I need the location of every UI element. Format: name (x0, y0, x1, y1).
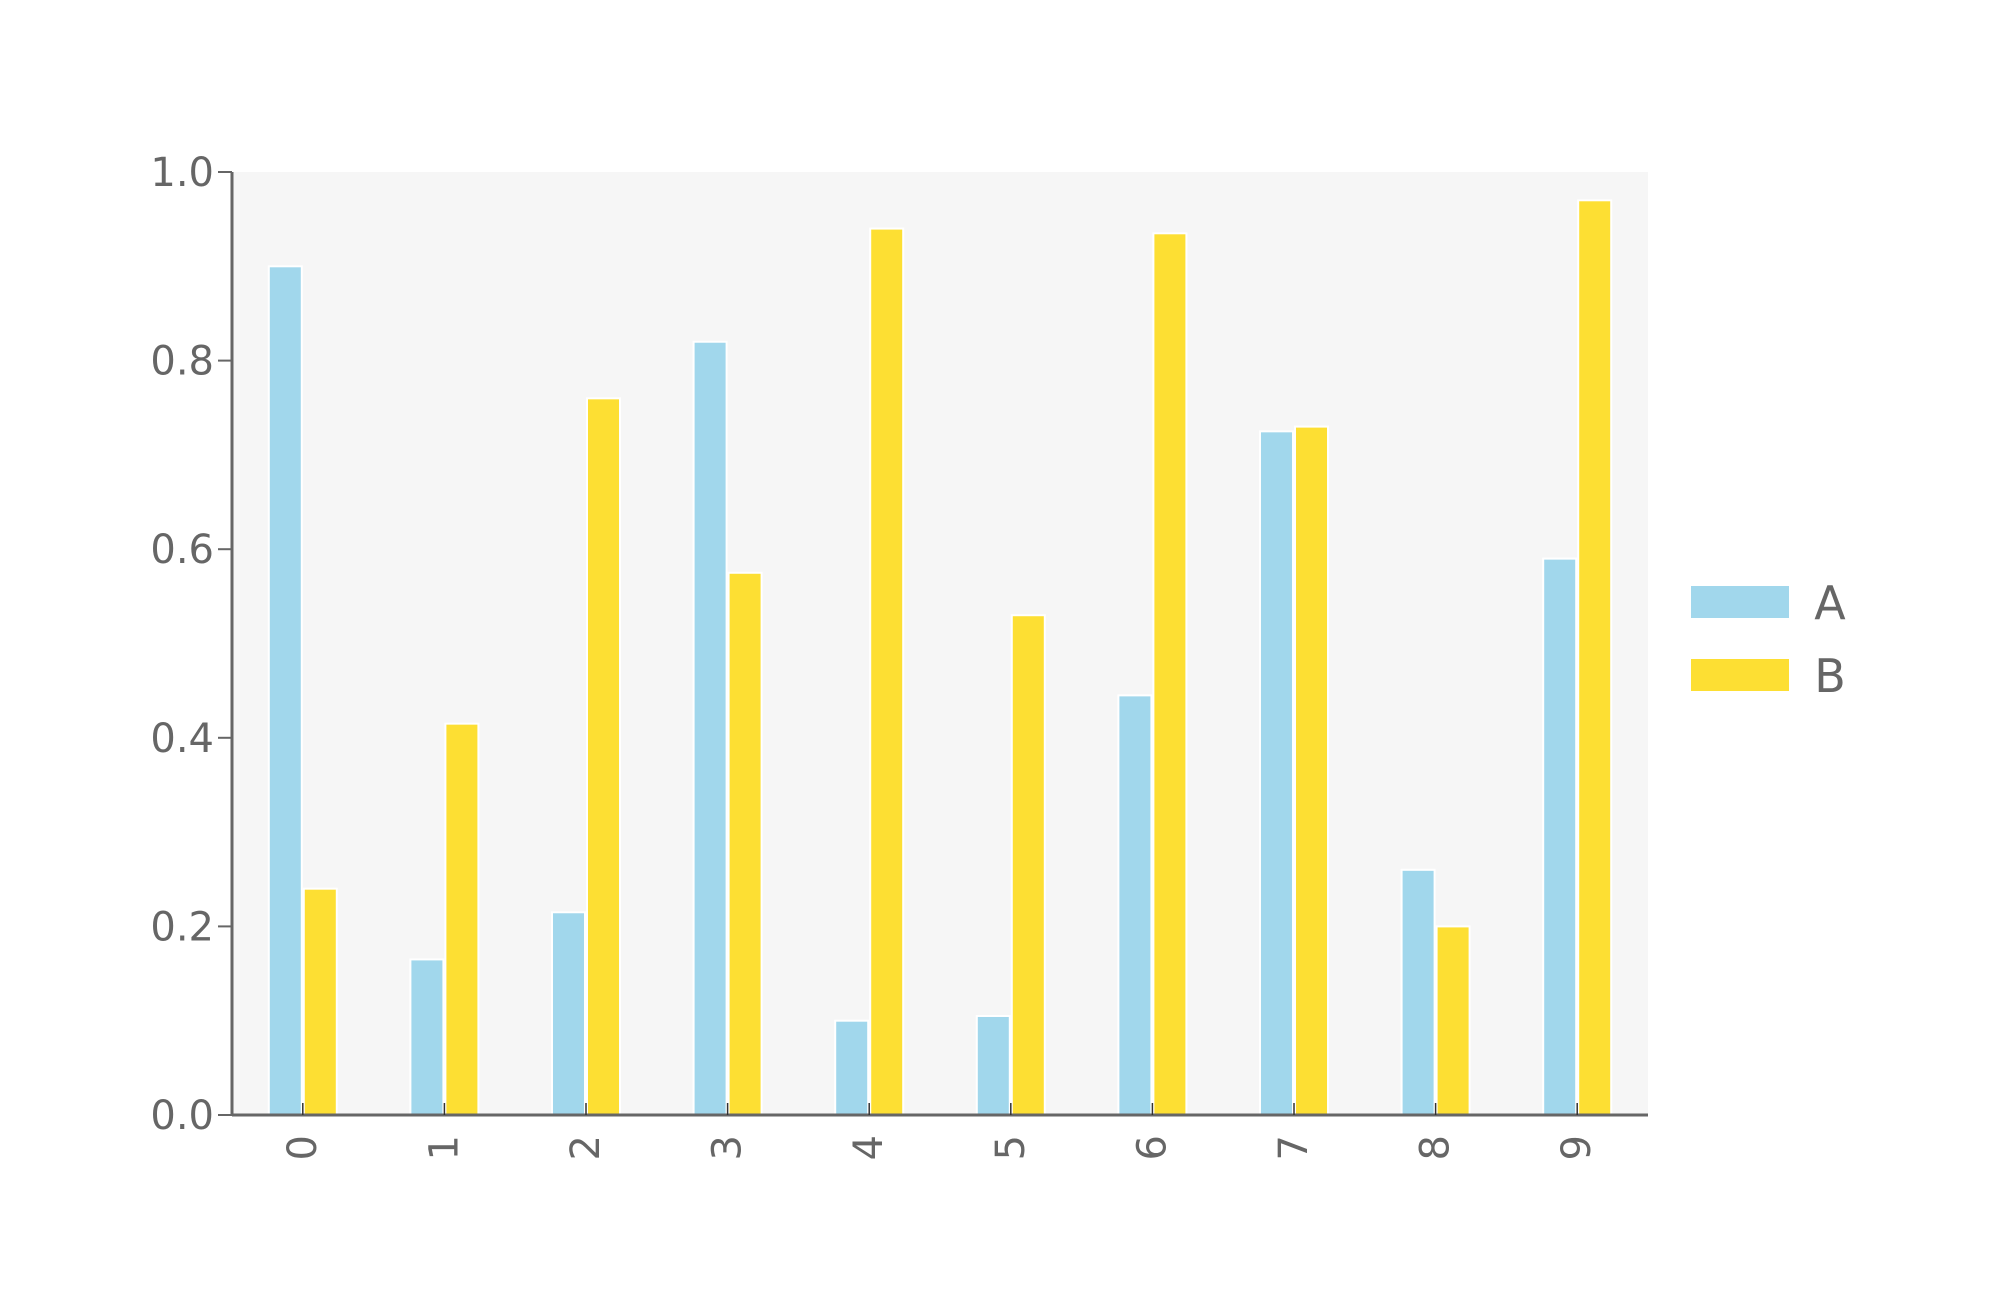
y-tick-label: 0.0 (150, 1093, 214, 1139)
bar-A-0 (267, 265, 303, 1116)
bar-B-2 (586, 397, 621, 1116)
legend-label-A: A (1814, 576, 1846, 630)
x-tick-label: 4 (846, 1135, 892, 1160)
y-tick-label: 0.6 (150, 527, 214, 573)
bar-A-7 (1259, 430, 1294, 1116)
x-tick-label: 1 (421, 1135, 467, 1160)
bar-A-1 (409, 958, 445, 1117)
axes-group: 0.0 0.2 0.4 0.6 0.8 1.0 0 1 2 3 4 5 6 7 8 9 (150, 150, 1648, 1160)
bar-B-4 (869, 227, 905, 1116)
bars-group (267, 199, 1613, 1117)
bar-A-3 (692, 340, 728, 1116)
bar-A-5 (975, 1014, 1011, 1116)
x-tick-label: 9 (1554, 1135, 1600, 1160)
x-tick-label: 3 (705, 1135, 751, 1160)
bar-B-8 (1435, 925, 1471, 1117)
x-tick-label: 2 (563, 1135, 609, 1160)
y-tick-label: 0.4 (150, 716, 214, 762)
x-tick-label: 5 (988, 1135, 1034, 1160)
x-tick-label: 6 (1129, 1135, 1175, 1160)
bar-A-8 (1400, 868, 1436, 1116)
bar-B-7 (1294, 425, 1329, 1116)
bar-B-6 (1152, 232, 1188, 1117)
bar-B-1 (444, 722, 480, 1117)
bar-B-0 (302, 887, 338, 1116)
x-tick-label: 7 (1271, 1135, 1317, 1160)
bar-B-9 (1577, 199, 1613, 1117)
legend: AB (1689, 576, 1846, 703)
x-tick-label: 0 (280, 1135, 326, 1160)
bar-B-5 (1010, 614, 1046, 1117)
bar-B-3 (727, 571, 763, 1116)
bar-A-6 (1117, 694, 1153, 1116)
y-tick-label: 0.8 (150, 339, 214, 385)
y-tick-label: 0.2 (150, 904, 214, 950)
legend-swatch-B (1689, 657, 1791, 693)
bar-A-4 (834, 1019, 870, 1117)
legend-label-B: B (1814, 649, 1846, 703)
bar-A-2 (551, 911, 586, 1116)
y-tick-label: 1.0 (150, 150, 214, 196)
legend-swatch-A (1689, 584, 1791, 620)
x-tick-label: 8 (1413, 1135, 1459, 1160)
bar-A-9 (1542, 557, 1578, 1116)
